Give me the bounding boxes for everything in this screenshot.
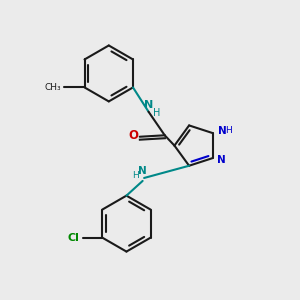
Text: N: N bbox=[217, 154, 226, 164]
Text: H: H bbox=[225, 126, 232, 135]
Text: H: H bbox=[153, 108, 160, 118]
Text: N: N bbox=[138, 166, 147, 176]
Text: O: O bbox=[128, 129, 138, 142]
Text: N: N bbox=[144, 100, 153, 110]
Text: N: N bbox=[218, 126, 227, 136]
Text: CH₃: CH₃ bbox=[45, 83, 62, 92]
Text: H: H bbox=[133, 171, 139, 180]
Text: Cl: Cl bbox=[68, 232, 80, 243]
